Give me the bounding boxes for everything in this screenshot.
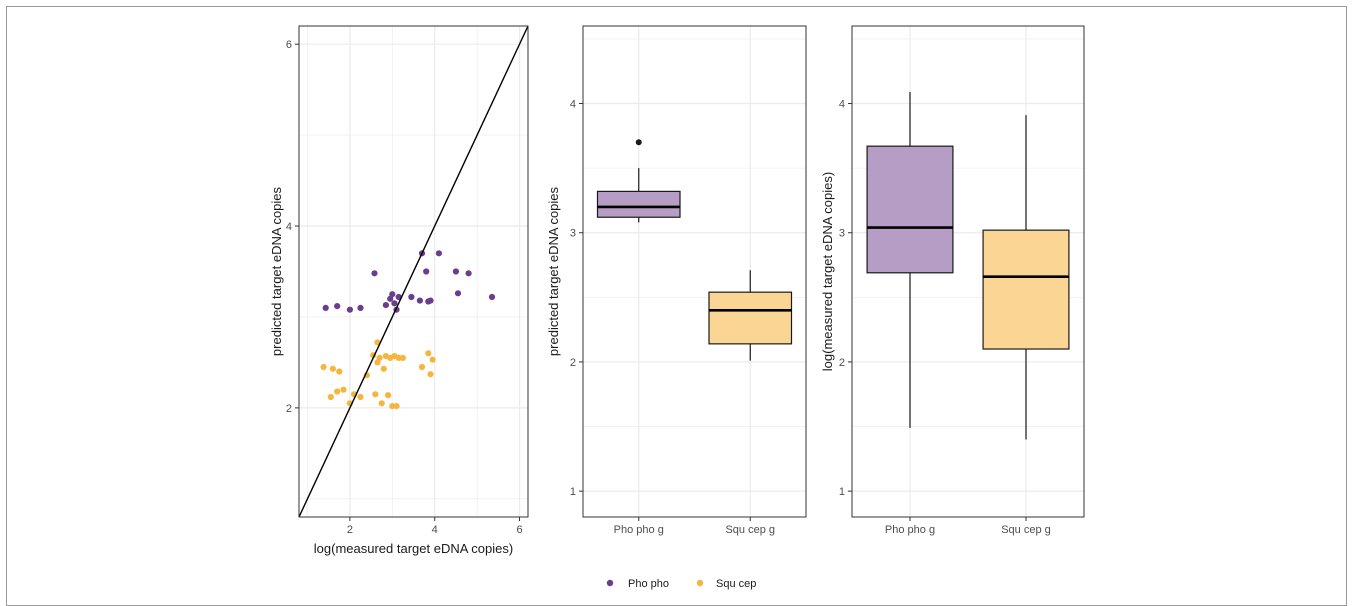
panel1-border: [298, 25, 529, 518]
y-tick-label: 2: [286, 403, 292, 415]
y-tick-label: 2: [839, 357, 845, 369]
scatter-point-squ-cep: [372, 391, 379, 398]
y-tick-label: 4: [839, 99, 845, 111]
x-tick-label: 6: [516, 524, 522, 536]
scatter-point-pho-pho: [465, 270, 472, 277]
scatter-point-squ-cep: [327, 393, 334, 401]
scatter-point-pho-pho: [322, 304, 329, 311]
x-tick-label: Squ cep g: [1001, 524, 1051, 536]
boxplot-measured-panel: 1 2 3 4 Pho pho g Squ cep g log(measured targe…: [820, 25, 1085, 536]
panel-background: [583, 26, 806, 517]
y-tick-label: 6: [286, 39, 292, 51]
scatter-point-squ-cep: [399, 354, 406, 361]
scatter-point-pho-pho: [454, 290, 462, 297]
x-tick-label: 2: [347, 524, 353, 536]
scatter-point-pho-pho: [382, 302, 389, 309]
scatter-point-pho-pho: [435, 250, 442, 257]
scatter-point-squ-cep: [393, 403, 400, 410]
y-tick-label: 1: [570, 486, 576, 498]
scatter-point-pho-pho: [389, 291, 396, 298]
x-tick-label: Squ cep g: [725, 524, 775, 536]
scatter-point-squ-cep: [429, 356, 436, 363]
scatter-point-squ-cep: [334, 388, 341, 395]
y-tick-label: 4: [286, 221, 292, 233]
legend-key-pho-pho: [606, 579, 614, 587]
legend-label-pho-pho: Pho pho: [628, 578, 669, 590]
scatter-point-pho-pho: [371, 270, 378, 277]
x-tick-label: Pho pho g: [885, 524, 935, 536]
panel-border: [851, 25, 1085, 518]
scatter-point-squ-cep: [378, 400, 385, 407]
scatter-point-pho-pho: [391, 300, 398, 307]
scatter-point-squ-cep: [380, 365, 387, 372]
identity-line: [298, 25, 529, 518]
y-tick-label: 3: [839, 228, 845, 240]
x-axis-title: log(measured target eDNA copies): [314, 541, 513, 556]
scatter-point-pho-pho: [488, 293, 496, 301]
scatter-point-pho-pho: [408, 293, 415, 301]
x-tick-label: Pho pho g: [614, 524, 664, 536]
scatter-point-squ-cep: [418, 363, 426, 371]
scatter-point-squ-cep: [374, 359, 381, 366]
scatter-point-squ-cep: [329, 365, 336, 372]
scatter-point-pho-pho: [416, 297, 423, 304]
y-tick-label: 2: [570, 357, 576, 369]
scatter-point-squ-cep: [425, 350, 432, 357]
box-pho-pho-g: [866, 145, 954, 274]
scatter-point-pho-pho: [346, 306, 353, 313]
boxplot-predicted-panel: 1 2 3 4 Pho pho g Squ cep g predicted target e…: [546, 25, 807, 536]
x-tick-label: 4: [432, 524, 438, 536]
box-squ-cep-g: [982, 229, 1070, 350]
y-tick-label: 1: [839, 486, 845, 498]
y-tick-label: 3: [570, 228, 576, 240]
panel-border: [582, 25, 807, 518]
scatter-point-squ-cep: [357, 393, 364, 401]
box-squ-cep-g: [708, 291, 793, 345]
scatter-point-squ-cep: [385, 392, 392, 399]
scatter-point-squ-cep: [340, 386, 347, 393]
scatter-point-squ-cep: [320, 363, 327, 371]
y-axis-title: log(measured target eDNA copies): [820, 172, 835, 371]
scatter-point-pho-pho: [452, 268, 459, 275]
legend: Pho pho Squ cep: [606, 578, 756, 590]
legend-label-squ-cep: Squ cep: [716, 578, 756, 590]
box-pho-pho-g: [596, 190, 681, 218]
scatter-point-pho-pho: [423, 268, 430, 275]
scatter-point-pho-pho: [357, 304, 364, 311]
y-axis-title: predicted target eDNA copies: [546, 186, 561, 356]
scatter-point-squ-cep: [336, 368, 343, 375]
scatter-point-pho-pho: [427, 297, 434, 304]
scatter-point-pho-pho: [334, 303, 341, 310]
scatter-point-squ-cep: [427, 371, 434, 378]
outlier-pho-pho-g: [635, 139, 642, 146]
legend-key-squ-cep: [696, 579, 704, 587]
y-axis-title: predicted target eDNA copies: [269, 186, 284, 356]
y-tick-label: 4: [570, 99, 576, 111]
